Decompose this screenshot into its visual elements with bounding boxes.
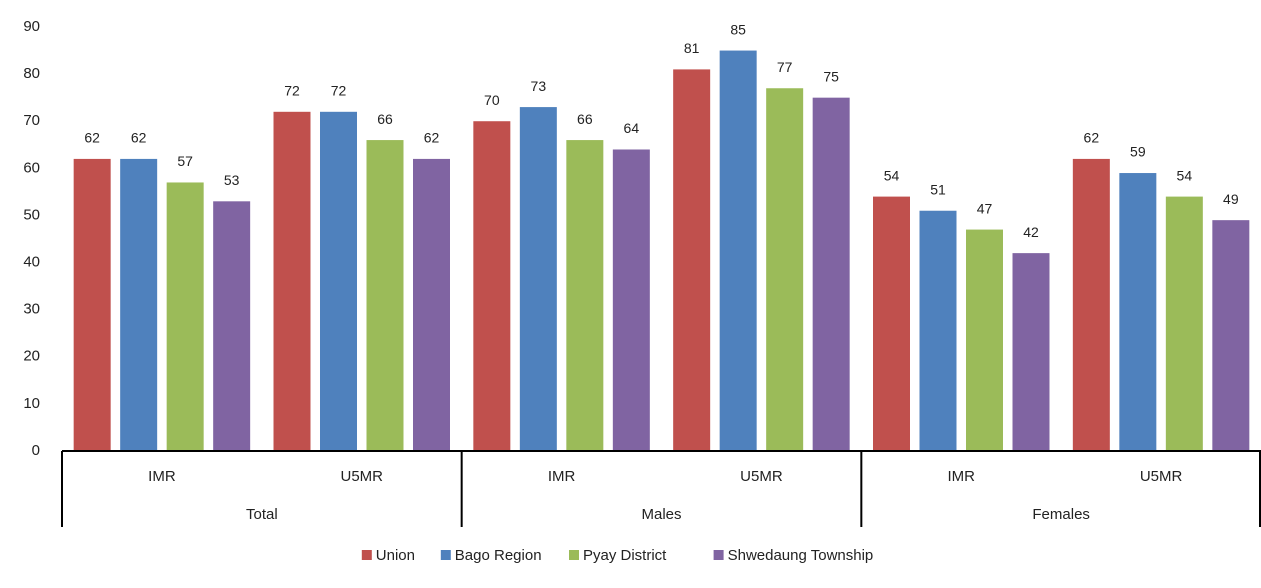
bar xyxy=(120,158,158,451)
bar xyxy=(519,107,557,451)
x-tick-label: IMR xyxy=(548,468,576,485)
y-tick-label: 30 xyxy=(23,301,40,318)
data-label: 47 xyxy=(977,200,993,216)
data-label: 72 xyxy=(331,83,347,99)
y-tick-label: 50 xyxy=(23,206,40,223)
bar xyxy=(719,50,757,452)
bar xyxy=(73,158,111,451)
data-label: 62 xyxy=(131,130,147,146)
y-tick-label: 70 xyxy=(23,112,40,129)
legend-swatch xyxy=(361,550,372,560)
bar xyxy=(566,140,604,452)
data-label: 62 xyxy=(424,130,440,146)
y-tick-label: 60 xyxy=(23,159,40,176)
bar xyxy=(366,140,404,452)
bar xyxy=(812,97,850,452)
legend-swatch xyxy=(569,550,579,560)
bar xyxy=(673,69,711,452)
data-label: 66 xyxy=(577,111,593,127)
bar xyxy=(966,229,1003,451)
bar xyxy=(612,149,650,451)
data-label: 51 xyxy=(930,181,946,197)
legend-swatch xyxy=(440,550,451,560)
bar xyxy=(273,111,311,452)
data-label: 49 xyxy=(1223,191,1239,207)
data-label: 42 xyxy=(1023,224,1039,240)
y-tick-label: 10 xyxy=(23,395,40,412)
x-tick-label: U5MR xyxy=(1140,468,1183,485)
data-label: 64 xyxy=(624,120,640,136)
data-label: 70 xyxy=(484,92,500,108)
legend-swatch xyxy=(713,550,724,560)
data-label: 59 xyxy=(1130,144,1146,160)
legend-label: Shwedaung Township xyxy=(728,547,874,564)
legend-label: Pyay District xyxy=(583,547,667,564)
data-label: 66 xyxy=(377,111,393,127)
bar xyxy=(166,182,204,451)
y-tick-label: 0 xyxy=(32,442,40,459)
x-tick-label: U5MR xyxy=(740,468,783,485)
data-label: 53 xyxy=(224,172,240,188)
bar xyxy=(766,88,804,451)
y-tick-label: 80 xyxy=(23,65,40,82)
data-label: 75 xyxy=(823,68,839,84)
bar xyxy=(413,158,450,451)
y-tick-label: 20 xyxy=(23,348,40,365)
bar xyxy=(919,210,957,451)
bar xyxy=(1012,253,1050,451)
bar xyxy=(473,121,511,451)
y-tick-label: 90 xyxy=(23,18,40,35)
data-label: 54 xyxy=(884,167,900,183)
data-label: 57 xyxy=(177,153,193,169)
data-label: 72 xyxy=(284,83,300,99)
data-label: 81 xyxy=(684,40,700,56)
bar xyxy=(213,201,251,451)
x-tick-label: U5MR xyxy=(340,468,383,485)
group-label: Total xyxy=(246,506,278,523)
group-label: Males xyxy=(641,506,681,523)
x-tick-label: IMR xyxy=(148,468,176,485)
legend-label: Union xyxy=(376,547,415,564)
x-tick-label: IMR xyxy=(948,468,976,485)
group-label: Females xyxy=(1032,506,1090,523)
bar xyxy=(1072,158,1110,451)
data-label: 85 xyxy=(730,21,746,37)
data-label: 54 xyxy=(1177,167,1193,183)
data-label: 73 xyxy=(531,78,547,94)
data-label: 77 xyxy=(777,59,793,75)
legend-label: Bago Region xyxy=(455,547,542,564)
bar xyxy=(1212,220,1250,451)
bar xyxy=(1119,173,1157,452)
bar xyxy=(320,111,357,452)
bar xyxy=(873,196,910,451)
y-tick-label: 40 xyxy=(23,254,40,271)
bar xyxy=(1165,196,1203,451)
data-label: 62 xyxy=(84,130,100,146)
data-label: 62 xyxy=(1084,130,1100,146)
